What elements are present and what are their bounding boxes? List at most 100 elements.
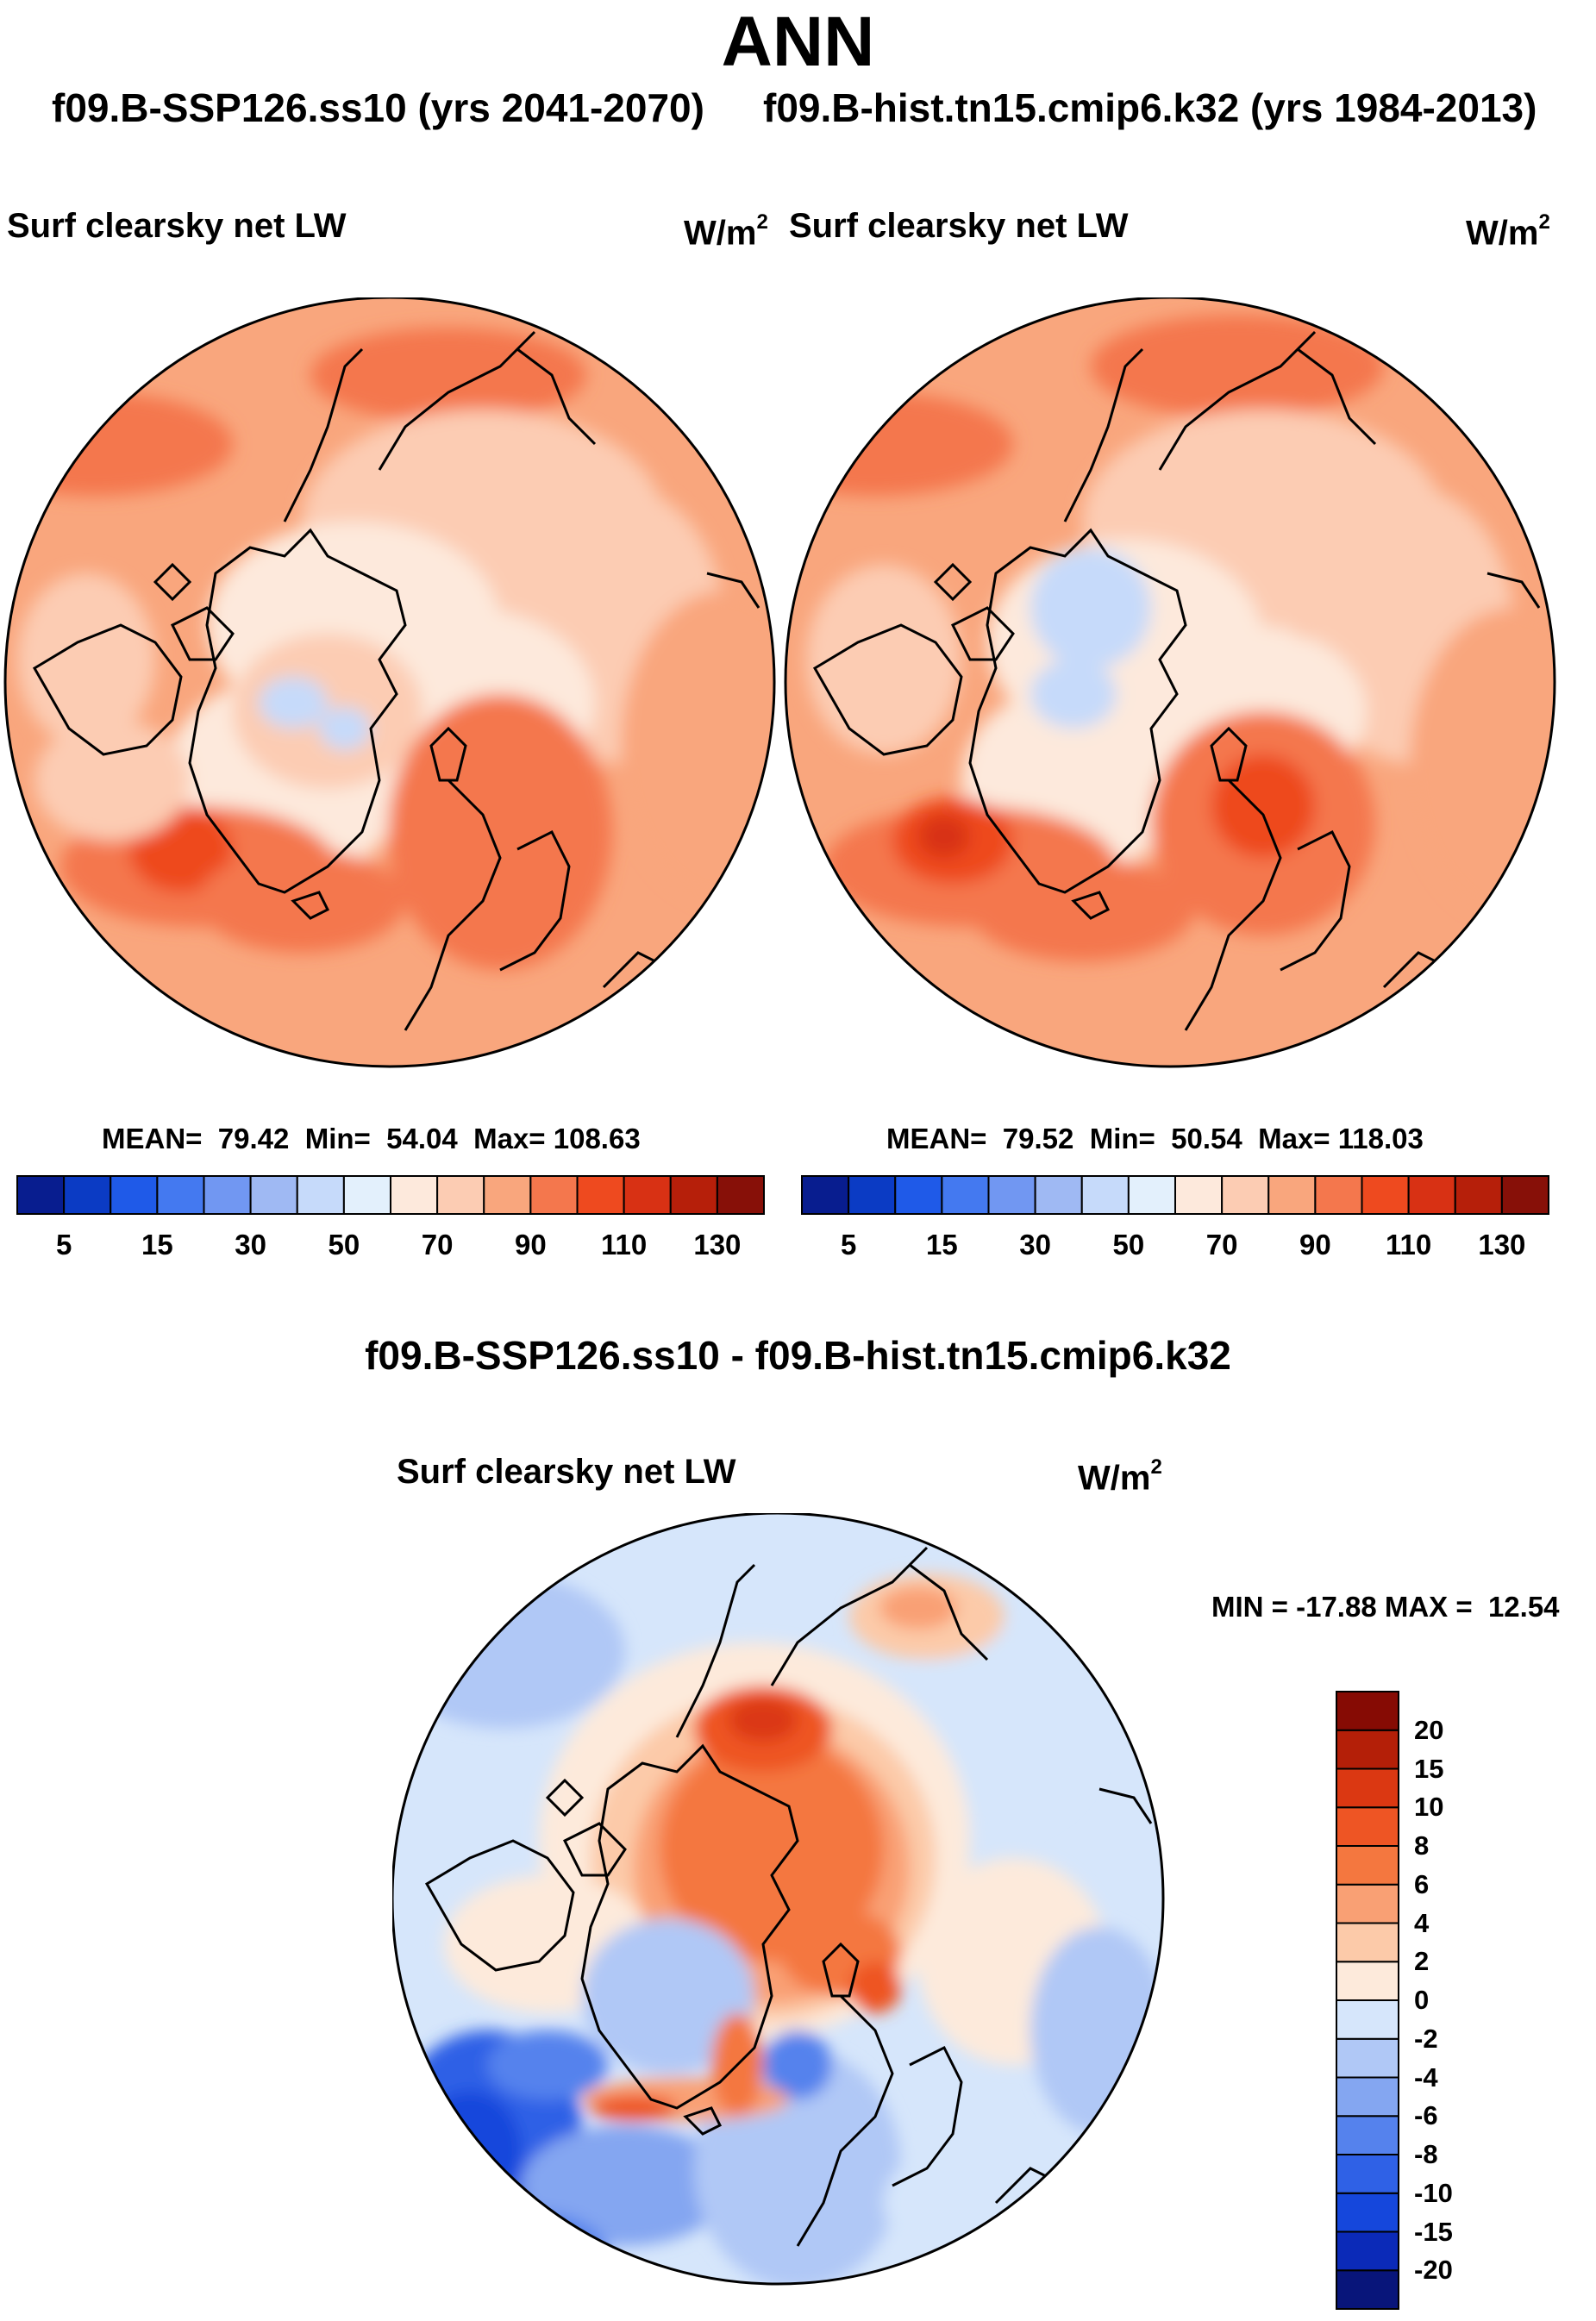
left-colorbar-swatch [576,1175,625,1215]
diff-colorbar-swatch [1336,1691,1399,1731]
left-colorbar-swatch [16,1175,66,1215]
left-colorbar-swatch [296,1175,345,1215]
diff-colorbar-tick-label: 6 [1414,1868,1430,1899]
left-polar-map [3,297,776,1068]
left-colorbar-tick-label: 90 [515,1229,547,1261]
right-colorbar-swatch [941,1175,990,1215]
left-colorbar-swatch [342,1175,391,1215]
case-b-label: f09.B-hist.tn15.cmip6.k32 (yrs 1984-2013… [763,85,1537,130]
left-colorbar-swatch [669,1175,718,1215]
left-colorbar-tick-label: 130 [693,1229,742,1261]
diff-colorbar-tick-label: 2 [1414,1946,1430,1977]
diff-colorbar-tick-label: -20 [1414,2255,1453,2286]
diff-colorbar-tick-label: -6 [1414,2100,1438,2131]
left-colorbar-tick-label: 30 [235,1229,266,1261]
diff-polar-map [392,1513,1165,2286]
right-colorbar-ticks: 5 15 30 50 70 90 110 130 [800,1229,1550,1263]
left-colorbar-tick-label: 110 [601,1229,648,1261]
left-colorbar-ticks: 5 15 30 50 70 90 110 130 [16,1229,766,1263]
diff-colorbar-swatch [1336,1845,1399,1886]
diff-colorbar-swatch [1336,1999,1399,2040]
left-colorbar-swatch [110,1175,159,1215]
right-colorbar-swatch [987,1175,1036,1215]
left-colorbar-swatch [716,1175,765,1215]
diff-colorbar-swatch [1336,2230,1399,2272]
diff-colorbar-tick-label: 10 [1414,1792,1444,1823]
diff-title: f09.B-SSP126.ss10 - f09.B-hist.tn15.cmip… [365,1333,1231,1378]
diff-colorbar-swatch [1336,2037,1399,2079]
diff-colorbar-swatch [1336,1883,1399,1924]
diff-colorbar-tick-label: 15 [1414,1753,1444,1784]
right-colorbar-swatch [1267,1175,1317,1215]
right-stats: MEAN= 79.52 Min= 50.54 Max= 118.03 [886,1123,1424,1154]
diff-colorbar [1336,1691,1399,2310]
diff-units-label: W/m2 [1078,1455,1162,1498]
right-colorbar-swatch [1221,1175,1270,1215]
right-colorbar-swatch [1361,1175,1410,1215]
diff-colorbar-tick-label: 0 [1414,1985,1430,2015]
right-colorbar-tick-label: 90 [1299,1229,1331,1261]
diff-colorbar-swatch [1336,2154,1399,2194]
right-colorbar-tick-label: 110 [1386,1229,1432,1261]
right-colorbar-swatch [1500,1175,1549,1215]
left-colorbar-swatch [249,1175,298,1215]
diff-colorbar-swatch [1336,1806,1399,1847]
diff-colorbar-tick-label: -8 [1414,2139,1438,2169]
right-colorbar-swatch [801,1175,850,1215]
left-colorbar-tick-label: 70 [421,1229,454,1261]
left-colorbar-swatch [203,1175,252,1215]
diff-colorbar-tick-label: -4 [1414,2061,1438,2093]
diff-colorbar-swatch [1336,2192,1399,2233]
diff-colorbar-swatch [1336,1961,1399,2001]
diff-colorbar-swatch [1336,1922,1399,1963]
left-colorbar-swatch [483,1175,532,1215]
left-colorbar-swatch [623,1175,672,1215]
right-colorbar-tick-label: 130 [1478,1229,1526,1261]
right-colorbar-swatch [1127,1175,1176,1215]
left-colorbar-swatch [390,1175,439,1215]
right-colorbar [801,1175,1549,1215]
diff-colorbar-tick-label: 20 [1414,1714,1444,1745]
right-colorbar-tick-label: 50 [1112,1229,1145,1261]
diff-colorbar-swatch [1336,1729,1399,1770]
right-colorbar-swatch [1314,1175,1363,1215]
diff-variable-label: Surf clearsky net LW [397,1453,736,1491]
right-colorbar-swatch [1454,1175,1503,1215]
right-colorbar-swatch [1407,1175,1456,1215]
left-colorbar-swatch [436,1175,485,1215]
diff-stats: MIN = -17.88 MAX = 12.54 [1211,1591,1560,1623]
right-colorbar-tick-label: 5 [840,1229,857,1261]
left-colorbar-tick-label: 5 [55,1229,72,1261]
right-units-label: W/m2 [1466,210,1550,253]
left-colorbar-swatch [63,1175,112,1215]
right-colorbar-tick-label: 30 [1019,1229,1051,1261]
right-polar-map [784,297,1556,1068]
right-variable-label: Surf clearsky net LW [789,207,1129,245]
right-colorbar-swatch [1174,1175,1224,1215]
right-colorbar-swatch [848,1175,897,1215]
case-a-label: f09.B-SSP126.ss10 (yrs 2041-2070) [52,85,704,130]
diff-colorbar-tick-label: -10 [1414,2177,1453,2208]
diff-colorbar-ticks: -20 -15 -10 -8 -6 -4 -2 0 2 4 6 8 10 15 20 [1414,1690,1500,2311]
right-colorbar-swatch [894,1175,943,1215]
right-colorbar-swatch [1080,1175,1130,1215]
diff-colorbar-swatch [1336,2269,1399,2310]
right-colorbar-tick-label: 70 [1205,1229,1238,1261]
left-stats: MEAN= 79.42 Min= 54.04 Max= 108.63 [102,1123,641,1154]
page-title: ANN [721,3,875,81]
left-colorbar-swatch [529,1175,579,1215]
right-colorbar-tick-label: 15 [926,1229,958,1261]
diff-colorbar-tick-label: -15 [1414,2216,1453,2247]
left-variable-label: Surf clearsky net LW [7,207,347,245]
left-colorbar-swatch [156,1175,205,1215]
diff-colorbar-tick-label: -2 [1414,2023,1438,2054]
diff-colorbar-swatch [1336,1767,1399,1809]
left-colorbar-tick-label: 15 [141,1229,173,1261]
diff-colorbar-swatch [1336,2076,1399,2118]
left-units-label: W/m2 [684,210,768,253]
diff-colorbar-tick-label: 8 [1414,1830,1430,1861]
left-colorbar-tick-label: 50 [328,1229,360,1261]
diff-colorbar-tick-label: 4 [1414,1907,1430,1938]
right-colorbar-swatch [1034,1175,1083,1215]
diff-colorbar-swatch [1336,2115,1399,2155]
